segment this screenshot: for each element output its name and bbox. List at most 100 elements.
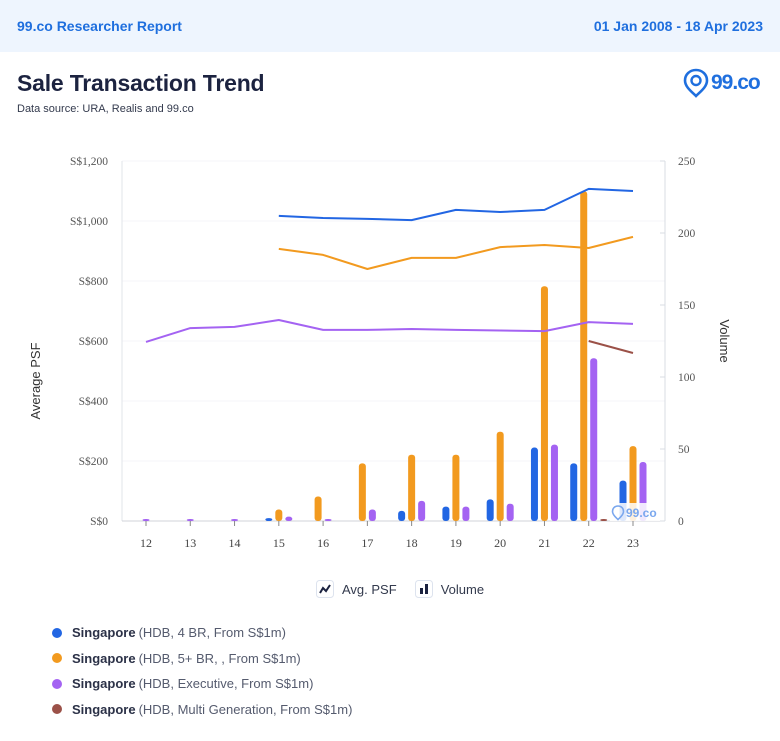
psf-line[interactable] — [588, 340, 634, 354]
right-axis-label: Volume — [717, 319, 732, 362]
x-tick-label: 19 — [450, 536, 462, 550]
x-tick-label: 18 — [406, 536, 418, 550]
volume-bar[interactable] — [142, 519, 150, 521]
volume-bar[interactable] — [442, 506, 450, 521]
legend-location: Singapore — [72, 701, 136, 717]
volume-bar[interactable] — [398, 510, 406, 521]
volume-bar[interactable] — [550, 444, 558, 521]
volume-bar[interactable] — [324, 519, 332, 521]
left-tick-label: S$1,000 — [70, 215, 108, 228]
legend-dot — [52, 704, 62, 715]
right-tick-label: 100 — [678, 372, 696, 384]
x-tick-label: 20 — [494, 536, 506, 550]
legend-location: Singapore — [72, 650, 136, 666]
volume-bar[interactable] — [408, 454, 416, 521]
date-range: 01 Jan 2008 - 18 Apr 2023 — [593, 18, 763, 34]
toggle-avg-psf[interactable]: Avg. PSF — [316, 580, 397, 598]
report-brand: 99.co Researcher Report — [17, 18, 182, 34]
line-chart-icon — [316, 580, 334, 598]
left-tick-label: S$200 — [79, 455, 109, 468]
volume-bar[interactable] — [231, 519, 239, 521]
volume-bar[interactable] — [506, 503, 514, 521]
x-tick-label: 21 — [538, 536, 550, 550]
gridlines — [121, 160, 666, 522]
psf-line[interactable] — [278, 187, 634, 222]
right-axis: 0 50 100 150 200 250 — [660, 156, 696, 528]
right-tick-label: 200 — [678, 228, 696, 240]
right-tick-label: 150 — [678, 300, 696, 312]
right-tick-label: 50 — [678, 444, 690, 456]
volume-bar[interactable] — [265, 518, 273, 521]
volume-bar[interactable] — [496, 431, 504, 521]
volume-bar[interactable] — [580, 191, 588, 522]
x-tick-label: 23 — [627, 536, 639, 550]
legend-item[interactable]: Singapore (HDB, Executive, From S$1m) — [52, 671, 352, 697]
volume-bar[interactable] — [570, 463, 578, 521]
volume-bar[interactable] — [600, 519, 608, 521]
page-title: Sale Transaction Trend — [17, 70, 265, 96]
legend-location: Singapore — [72, 676, 136, 692]
location-pin-icon — [683, 68, 709, 98]
toggle-volume-label: Volume — [440, 581, 485, 597]
x-tick-label: 17 — [361, 536, 373, 550]
left-tick-label: S$400 — [79, 395, 109, 408]
psf-line[interactable] — [145, 319, 634, 343]
left-axis: S$0 S$200 S$400 S$600 S$800 S$1,000 S$1,200 — [70, 155, 108, 528]
volume-bar[interactable] — [462, 506, 470, 521]
volume-bar[interactable] — [358, 463, 366, 521]
sale-transaction-chart: S$0 S$200 S$400 S$600 S$800 S$1,000 S$1,200 0 5… — [28, 155, 732, 550]
volume-bar[interactable] — [368, 509, 376, 521]
volume-bar[interactable] — [540, 286, 548, 521]
volume-bar[interactable] — [186, 519, 194, 521]
volume-bar[interactable] — [314, 496, 322, 521]
x-tick-label: 15 — [273, 536, 285, 550]
legend-detail: (HDB, Executive, From S$1m) — [138, 676, 314, 692]
logo-text: 99.co — [711, 71, 761, 94]
series-legend: Singapore (HDB, 4 BR, From S$1m) Singapo… — [52, 620, 352, 722]
volume-bar[interactable] — [285, 516, 293, 521]
psf-lines — [145, 187, 634, 354]
chart-type-toggles: Avg. PSF Volume — [316, 580, 484, 598]
left-axis-label: Average PSF — [28, 342, 43, 419]
legend-item[interactable]: Singapore (HDB, Multi Generation, From S… — [52, 697, 352, 723]
legend-dot — [52, 627, 62, 638]
report-header: 99.co Researcher Report 01 Jan 2008 - 18… — [0, 0, 780, 52]
volume-bar[interactable] — [486, 499, 494, 521]
x-tick-label: 12 — [140, 536, 152, 550]
left-tick-label: S$600 — [79, 335, 109, 348]
volume-bar[interactable] — [530, 447, 538, 521]
x-tick-label: 14 — [229, 536, 241, 550]
left-tick-label: S$0 — [90, 515, 108, 528]
legend-dot — [52, 678, 62, 689]
right-tick-label: 0 — [678, 516, 684, 528]
legend-dot — [52, 653, 62, 664]
toggle-volume[interactable]: Volume — [414, 580, 485, 598]
volume-bar[interactable] — [452, 454, 460, 521]
toggle-avg-psf-label: Avg. PSF — [342, 581, 397, 597]
left-tick-label: S$1,200 — [70, 155, 108, 168]
legend-detail: (HDB, 4 BR, From S$1m) — [138, 625, 286, 641]
volume-bar[interactable] — [590, 358, 598, 521]
volume-bars — [142, 191, 647, 522]
logo: 99.co — [683, 68, 761, 98]
x-tick-label: 13 — [184, 536, 196, 550]
volume-bar[interactable] — [629, 446, 637, 521]
legend-detail: (HDB, Multi Generation, From S$1m) — [138, 701, 353, 717]
watermark-text: 99.co — [626, 506, 657, 520]
x-axis: 12 13 14 15 16 17 18 19 20 21 22 23 — [140, 521, 639, 550]
left-tick-label: S$800 — [79, 275, 109, 288]
legend-item[interactable]: Singapore (HDB, 4 BR, From S$1m) — [52, 620, 352, 646]
legend-detail: (HDB, 5+ BR, , From S$1m) — [138, 650, 301, 666]
bar-chart-icon — [414, 580, 433, 598]
data-source: Data source: URA, Realis and 99.co — [17, 103, 194, 115]
legend-item[interactable]: Singapore (HDB, 5+ BR, , From S$1m) — [52, 646, 352, 672]
watermark: 99.co — [610, 503, 660, 521]
volume-bar[interactable] — [418, 500, 426, 521]
volume-bar[interactable] — [275, 509, 283, 521]
right-tick-label: 250 — [678, 156, 696, 168]
x-tick-label: 22 — [583, 536, 595, 550]
psf-line[interactable] — [278, 235, 634, 270]
watermark-pin-icon — [611, 505, 625, 521]
legend-location: Singapore — [72, 625, 136, 641]
x-tick-label: 16 — [317, 536, 329, 550]
